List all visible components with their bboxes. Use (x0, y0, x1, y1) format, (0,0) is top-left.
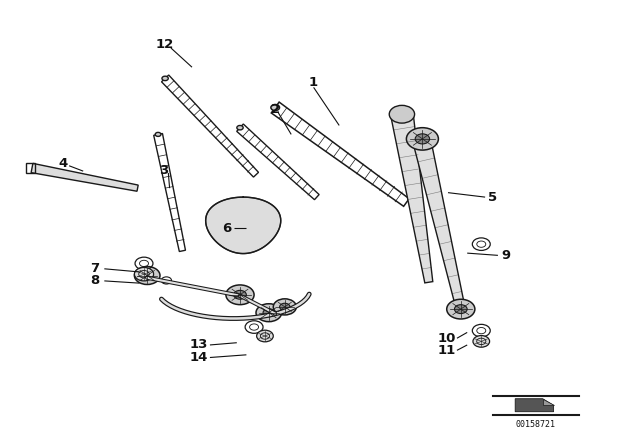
Circle shape (134, 267, 154, 281)
Text: 14: 14 (189, 351, 207, 364)
Text: 8: 8 (90, 273, 99, 287)
Polygon shape (413, 141, 465, 310)
Text: 7: 7 (90, 262, 99, 276)
Text: 11: 11 (438, 344, 456, 357)
Circle shape (473, 336, 490, 347)
Text: 5: 5 (488, 190, 497, 204)
Circle shape (226, 285, 254, 305)
Circle shape (273, 299, 296, 315)
Text: 00158721: 00158721 (516, 420, 556, 429)
Text: 1: 1 (309, 76, 318, 90)
Polygon shape (391, 112, 433, 283)
Circle shape (155, 133, 161, 136)
Circle shape (162, 76, 168, 81)
Circle shape (263, 309, 275, 317)
Text: 12: 12 (156, 38, 174, 52)
Circle shape (134, 267, 160, 284)
Text: 4: 4 (58, 157, 67, 170)
Text: 3: 3 (159, 164, 168, 177)
Circle shape (447, 299, 475, 319)
Circle shape (406, 128, 438, 150)
Circle shape (280, 303, 290, 310)
Circle shape (234, 290, 246, 299)
Circle shape (237, 125, 243, 130)
Text: 6: 6 (223, 222, 232, 235)
Circle shape (271, 104, 280, 111)
Circle shape (257, 330, 273, 342)
Polygon shape (515, 399, 554, 412)
Circle shape (454, 305, 467, 314)
Text: 2: 2 (271, 103, 280, 116)
Text: 9: 9 (501, 249, 510, 262)
Polygon shape (543, 399, 554, 405)
Polygon shape (205, 197, 281, 254)
Circle shape (141, 271, 153, 280)
Circle shape (161, 277, 172, 284)
Text: 13: 13 (189, 338, 207, 352)
Circle shape (256, 304, 282, 322)
Text: 10: 10 (438, 332, 456, 345)
Polygon shape (31, 164, 138, 191)
Circle shape (415, 134, 429, 144)
Circle shape (389, 105, 415, 123)
